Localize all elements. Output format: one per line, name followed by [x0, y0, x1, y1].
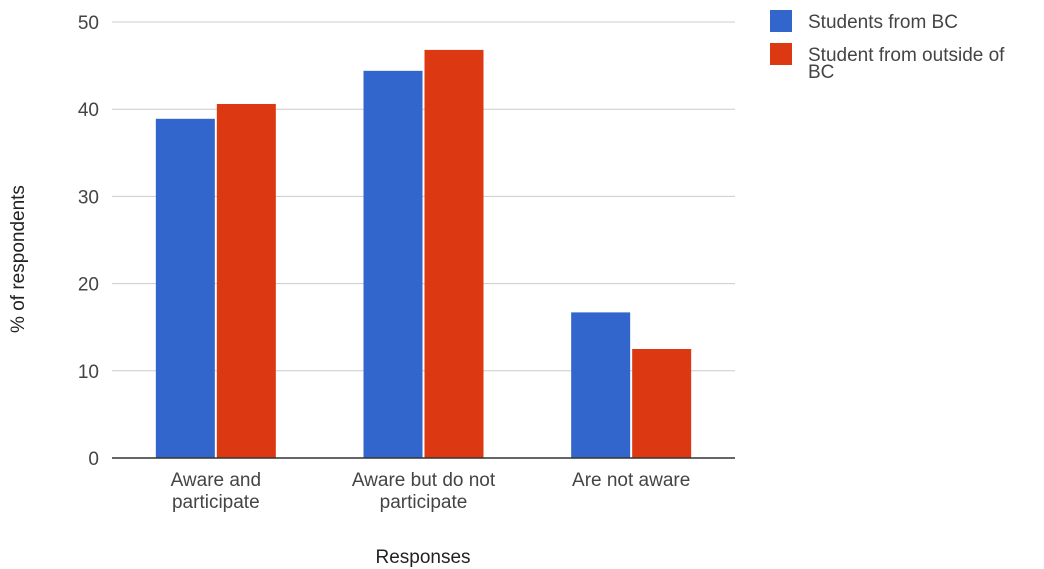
x-category-label: Are not aware: [572, 470, 690, 491]
bar-series2-cat3: [632, 349, 692, 458]
y-tick-label: 40: [78, 100, 99, 121]
x-axis-title: Responses: [375, 547, 470, 568]
y-axis-title: % of respondents: [8, 185, 29, 333]
x-category-label: participate: [172, 492, 260, 513]
legend-label-1: Students from BC: [808, 12, 958, 33]
bar-series2-cat2: [424, 49, 484, 459]
y-tick-label: 10: [78, 362, 99, 383]
x-category-label: Aware but do not: [352, 470, 496, 491]
legend-label-2: BC: [808, 62, 834, 83]
legend-swatch-2: [770, 43, 792, 65]
legend-label-2: Student from outside of: [808, 45, 1005, 66]
y-tick-label: 20: [78, 275, 99, 296]
x-category-label: participate: [380, 492, 468, 513]
bar-series1-cat1: [155, 118, 215, 459]
y-tick-label: 30: [78, 187, 99, 208]
y-tick-label: 50: [78, 13, 99, 34]
y-tick-label: 0: [88, 449, 99, 470]
x-category-label: Aware and: [171, 470, 262, 491]
bar-series1-cat2: [363, 70, 423, 458]
legend-swatch-1: [770, 10, 792, 32]
bars: [155, 49, 692, 459]
bar-series2-cat1: [216, 103, 276, 458]
legend: Students from BC Student from outside ofB…: [770, 10, 1005, 83]
bar-series1-cat3: [571, 312, 631, 458]
gridlines: [112, 21, 735, 372]
